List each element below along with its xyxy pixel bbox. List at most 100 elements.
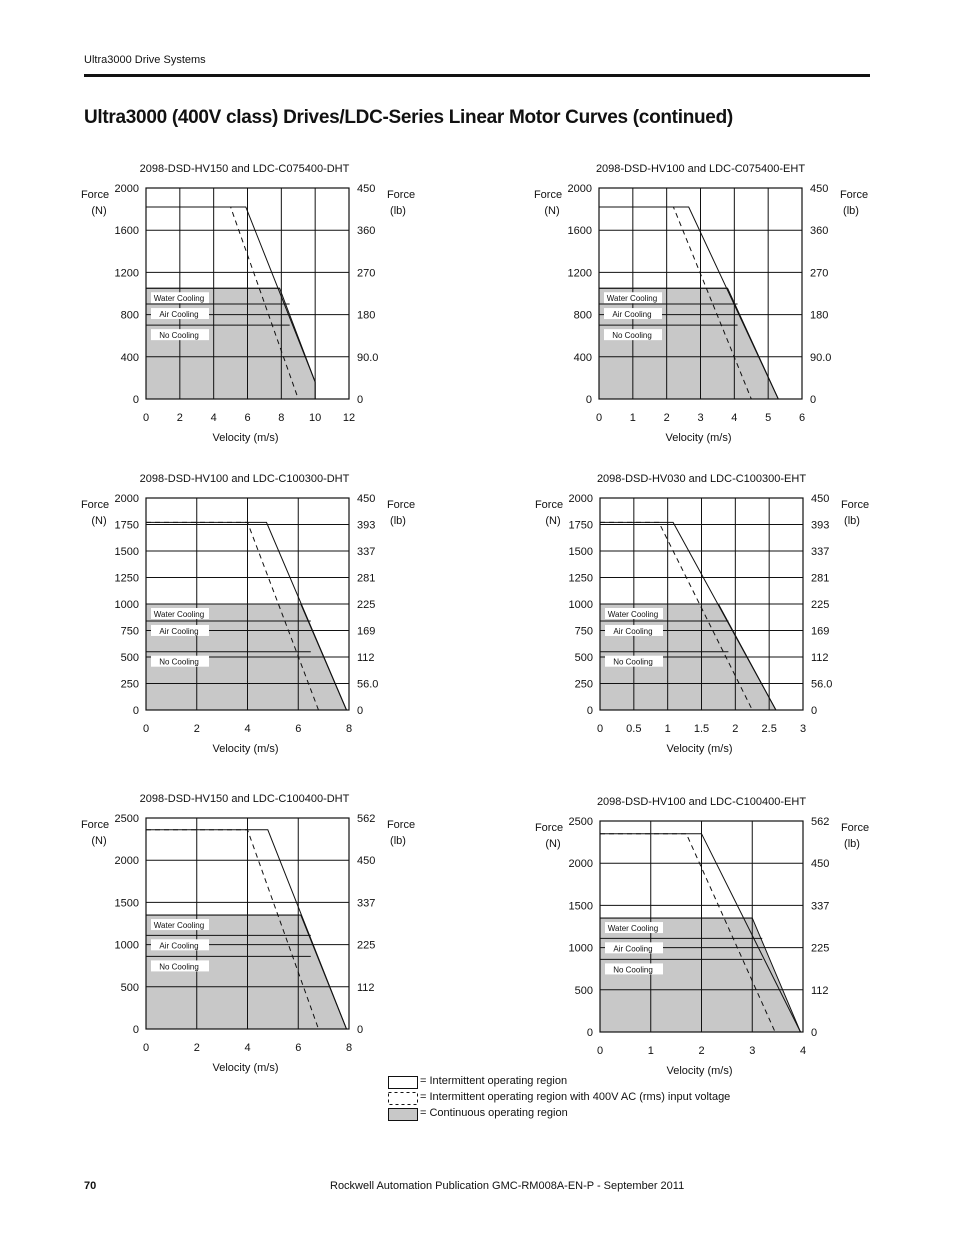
- y-tick-label-left: 250: [575, 679, 593, 691]
- x-tick-label: 2.5: [762, 723, 777, 735]
- x-tick-label: 2: [698, 1045, 704, 1057]
- y-tick-label-right: 450: [357, 493, 375, 505]
- x-tick-label: 0: [597, 1045, 603, 1057]
- y-axis-label-right-unit: (lb): [844, 515, 860, 527]
- y-tick-label-left: 400: [574, 352, 592, 364]
- cooling-label: Air Cooling: [159, 941, 198, 950]
- x-axis-label: Velocity (m/s): [212, 1062, 278, 1074]
- y-tick-label-left: 0: [133, 705, 139, 717]
- x-tick-label: 4: [244, 723, 250, 735]
- cooling-label-box: [605, 942, 663, 954]
- y-tick-label-left: 1200: [115, 267, 139, 279]
- intermittent-curve: [146, 206, 316, 383]
- x-tick-label: 6: [295, 723, 301, 735]
- y-tick-label-right: 0: [357, 705, 363, 717]
- y-axis-label-left-unit: (N): [91, 515, 106, 527]
- x-tick-label: 0: [596, 412, 602, 424]
- y-tick-label-left: 1750: [569, 520, 593, 532]
- cooling-label-box: [151, 655, 209, 667]
- plot-frame: [599, 497, 804, 711]
- page-title: Ultra3000 (400V class) Drives/LDC-Series…: [84, 107, 733, 128]
- y-tick-label-right: 450: [357, 183, 375, 195]
- y-tick-label-left: 1000: [115, 940, 139, 952]
- y-axis-label-right-unit: (lb): [390, 205, 406, 217]
- intermittent-400v-curve: [600, 521, 753, 711]
- y-tick-label-left: 2000: [568, 183, 592, 195]
- cooling-label-box: [604, 308, 662, 320]
- y-tick-label-right: 112: [357, 652, 375, 664]
- y-axis-label-right-unit: (lb): [844, 838, 860, 850]
- x-tick-label: 3: [800, 723, 806, 735]
- publication-footer: Rockwell Automation Publication GMC-RM00…: [330, 1180, 685, 1192]
- plot-frame: [599, 820, 804, 1033]
- y-axis-label-left-unit: (N): [545, 838, 560, 850]
- continuous-region: [145, 287, 316, 400]
- x-tick-label: 1: [665, 723, 671, 735]
- cooling-label: Air Cooling: [613, 627, 652, 636]
- y-tick-label-right: 225: [811, 943, 829, 955]
- chart-2: Water Cooling Air Cooling No Cooling 2098-D…: [534, 163, 868, 444]
- y-tick-label-left: 1500: [569, 546, 593, 558]
- y-tick-label-left: 750: [575, 626, 593, 638]
- y-tick-label-right: 337: [811, 900, 829, 912]
- y-tick-label-right: 337: [357, 897, 375, 909]
- y-tick-label-left: 1600: [568, 225, 592, 237]
- x-tick-label: 0: [143, 723, 149, 735]
- cooling-label-box: [605, 624, 663, 636]
- y-tick-label-right: 56.0: [811, 679, 832, 691]
- y-tick-label-right: 0: [357, 394, 363, 406]
- chart-1: Water Cooling Air Cooling No Cooling 2098-D…: [81, 163, 415, 444]
- intermittent-400v-curve: [146, 206, 299, 400]
- y-tick-label-left: 0: [587, 1027, 593, 1039]
- chart-title: 2098-DSD-HV150 and LDC-C100400-DHT: [140, 793, 350, 805]
- x-tick-label: 4: [731, 412, 737, 424]
- cooling-label-box: [605, 963, 663, 975]
- y-tick-label-left: 400: [121, 352, 139, 364]
- cooling-label-box: [151, 939, 209, 951]
- cooling-label: No Cooling: [159, 658, 199, 667]
- intermittent-400v-curve: [600, 833, 776, 1033]
- chart-title: 2098-DSD-HV030 and LDC-C100300-EHT: [597, 473, 806, 485]
- x-tick-label: 6: [295, 1042, 301, 1054]
- y-axis-label-right-unit: (lb): [390, 835, 406, 847]
- y-tick-label-right: 180: [357, 310, 375, 322]
- chart-4: Water Cooling Air Cooling No Cooling 2098-D…: [535, 473, 869, 755]
- cooling-label: Air Cooling: [612, 310, 651, 319]
- y-tick-label-right: 360: [810, 225, 828, 237]
- y-tick-label-right: 0: [811, 1027, 817, 1039]
- y-tick-label-left: 500: [121, 652, 139, 664]
- legend-label-intermittent-400v: = Intermittent operating region with 400…: [420, 1091, 731, 1103]
- y-axis-label-left: Force: [534, 189, 562, 201]
- y-tick-label-left: 1000: [569, 943, 593, 955]
- cooling-label: Water Cooling: [608, 924, 658, 933]
- y-tick-label-right: 180: [810, 310, 828, 322]
- x-tick-label: 1.5: [694, 723, 709, 735]
- x-tick-label: 8: [278, 412, 284, 424]
- chart-title: 2098-DSD-HV100 and LDC-C075400-EHT: [596, 163, 805, 175]
- cooling-label-box: [605, 608, 663, 619]
- continuous-region: [598, 287, 780, 400]
- y-tick-label-left: 250: [121, 679, 139, 691]
- x-tick-label: 6: [799, 412, 805, 424]
- y-tick-label-left: 2500: [569, 816, 593, 828]
- page-number: 70: [84, 1180, 97, 1192]
- legend-swatch-intermittent: [388, 1076, 418, 1089]
- y-tick-label-right: 562: [357, 813, 375, 825]
- header-rule: [84, 74, 870, 77]
- cooling-label-box: [151, 608, 209, 619]
- y-tick-label-right: 360: [357, 225, 375, 237]
- legend-swatch-continuous: [388, 1108, 418, 1121]
- cooling-label: No Cooling: [613, 658, 653, 667]
- y-tick-label-left: 0: [587, 705, 593, 717]
- chart-6: Water Cooling Air Cooling No Cooling 2098-D…: [535, 796, 869, 1077]
- chart-3: Water Cooling Air Cooling No Cooling 2098-D…: [81, 473, 415, 755]
- y-tick-label-left: 1750: [115, 520, 139, 532]
- y-tick-label-left: 0: [133, 1024, 139, 1036]
- intermittent-400v-curve: [599, 206, 752, 400]
- x-tick-label: 8: [346, 723, 352, 735]
- x-tick-label: 1: [648, 1045, 654, 1057]
- y-tick-label-right: 90.0: [357, 352, 378, 364]
- y-tick-label-left: 0: [586, 394, 592, 406]
- y-tick-label-left: 1500: [569, 900, 593, 912]
- cooling-label-box: [151, 308, 209, 320]
